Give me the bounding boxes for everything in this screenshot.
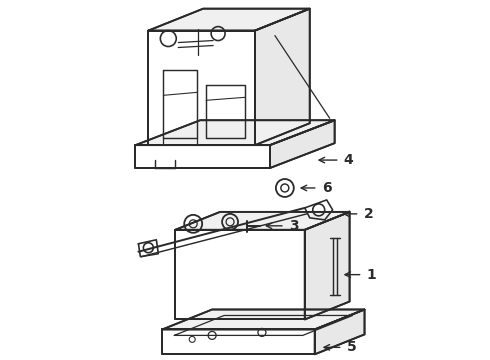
Polygon shape bbox=[138, 240, 158, 257]
Polygon shape bbox=[162, 310, 365, 329]
Polygon shape bbox=[270, 120, 335, 168]
Text: 6: 6 bbox=[322, 181, 331, 195]
Polygon shape bbox=[175, 212, 349, 230]
Text: 3: 3 bbox=[289, 219, 298, 233]
Polygon shape bbox=[255, 9, 310, 145]
Polygon shape bbox=[135, 145, 270, 168]
Text: 5: 5 bbox=[346, 340, 356, 354]
Polygon shape bbox=[148, 31, 255, 145]
Text: 1: 1 bbox=[367, 267, 376, 282]
Polygon shape bbox=[305, 200, 333, 220]
Text: 2: 2 bbox=[364, 207, 373, 221]
Polygon shape bbox=[315, 310, 365, 354]
Text: 4: 4 bbox=[343, 153, 353, 167]
Polygon shape bbox=[162, 329, 315, 354]
Polygon shape bbox=[305, 212, 349, 319]
Polygon shape bbox=[148, 9, 310, 31]
Polygon shape bbox=[135, 120, 335, 145]
Polygon shape bbox=[175, 230, 305, 319]
